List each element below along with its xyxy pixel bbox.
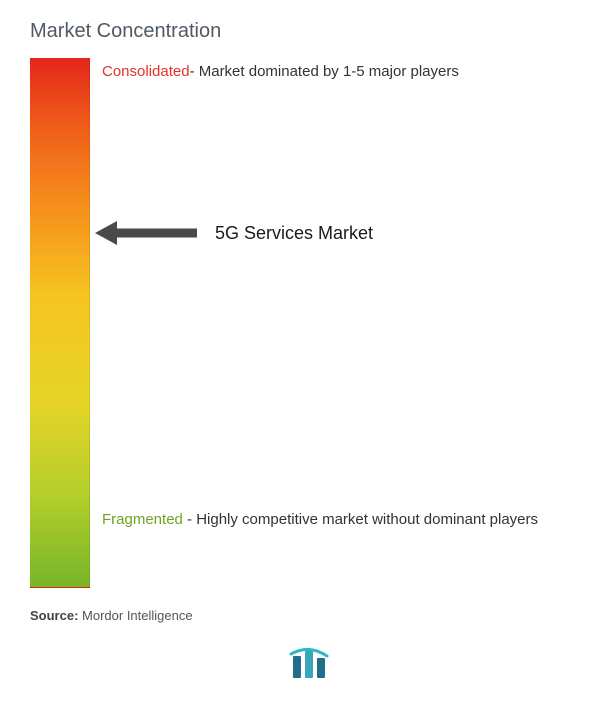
consolidated-annotation: Consolidated- Market dominated by 1-5 ma…: [102, 63, 459, 80]
page-title: Market Concentration: [30, 20, 587, 43]
market-name-label: 5G Services Market: [215, 223, 373, 244]
source-label: Source:: [30, 608, 78, 623]
source-attribution: Source: Mordor Intelligence: [30, 608, 587, 623]
arrow-left-icon: [95, 218, 205, 248]
logo-container: [30, 648, 587, 682]
annotations-area: Consolidated- Market dominated by 1-5 ma…: [90, 58, 587, 588]
consolidated-label: Consolidated: [102, 63, 190, 80]
mordor-logo-icon: [287, 648, 331, 682]
market-position-marker: 5G Services Market: [95, 218, 373, 248]
concentration-diagram: Consolidated- Market dominated by 1-5 ma…: [30, 58, 587, 588]
concentration-gradient-bar: [30, 58, 90, 588]
fragmented-description: - Highly competitive market without domi…: [183, 511, 538, 528]
consolidated-description: - Market dominated by 1-5 major players: [190, 63, 459, 80]
source-value: Mordor Intelligence: [82, 608, 193, 623]
fragmented-annotation: Fragmented - Highly competitive market w…: [102, 506, 587, 535]
fragmented-label: Fragmented: [102, 511, 183, 528]
